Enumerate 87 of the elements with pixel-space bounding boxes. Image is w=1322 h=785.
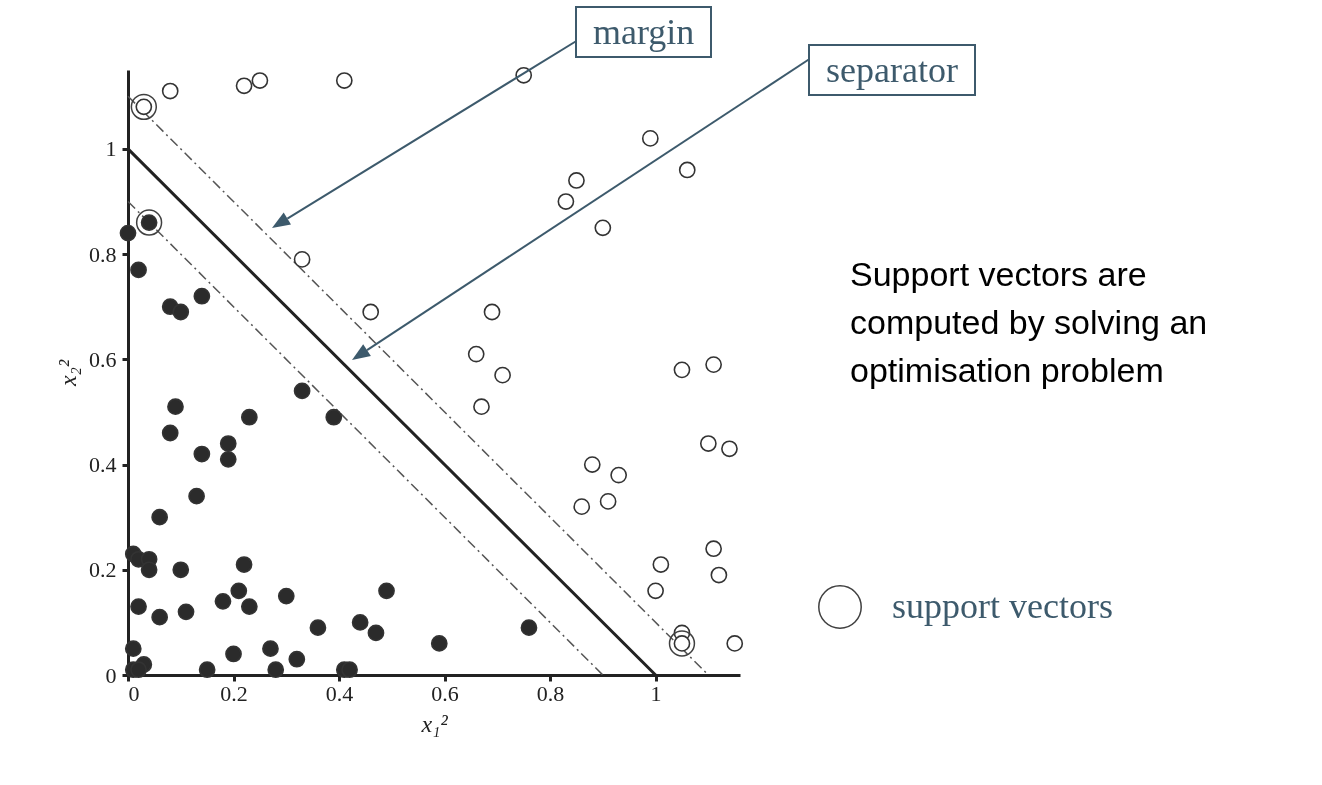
point bbox=[193, 445, 211, 463]
y-axis-title: x₂² bbox=[55, 359, 81, 388]
y-tick-label: 0.2 bbox=[89, 557, 117, 583]
point bbox=[351, 614, 369, 631]
point bbox=[177, 603, 195, 621]
x-tick-label: 0 bbox=[128, 680, 140, 706]
point bbox=[161, 424, 179, 442]
point bbox=[494, 366, 511, 384]
point bbox=[130, 261, 147, 279]
y-tick-label: 0.6 bbox=[89, 346, 117, 372]
point bbox=[583, 456, 601, 473]
point bbox=[647, 582, 664, 600]
point bbox=[288, 650, 306, 668]
point bbox=[378, 582, 395, 600]
point bbox=[267, 661, 285, 679]
point bbox=[262, 640, 279, 658]
y-tick-label: 0.8 bbox=[89, 241, 117, 267]
point bbox=[641, 130, 659, 147]
point bbox=[230, 582, 248, 600]
point bbox=[610, 466, 628, 484]
point bbox=[335, 72, 353, 89]
point bbox=[362, 303, 380, 321]
point bbox=[198, 661, 216, 679]
point bbox=[188, 487, 205, 505]
point bbox=[124, 640, 142, 658]
point bbox=[705, 540, 722, 558]
point bbox=[473, 398, 490, 416]
point bbox=[341, 661, 358, 679]
legend-label: support vectors bbox=[892, 586, 1113, 626]
point bbox=[161, 82, 179, 100]
point bbox=[705, 356, 722, 373]
point bbox=[130, 598, 147, 615]
point bbox=[293, 251, 311, 268]
text: separator bbox=[808, 44, 976, 96]
point bbox=[557, 193, 575, 210]
point bbox=[652, 556, 670, 573]
point bbox=[130, 93, 158, 120]
point bbox=[678, 161, 696, 179]
point bbox=[673, 361, 691, 379]
point bbox=[167, 398, 184, 416]
point bbox=[135, 209, 163, 236]
point bbox=[193, 287, 211, 305]
point bbox=[235, 77, 253, 95]
point bbox=[151, 608, 169, 626]
y-tick-label: 0 bbox=[105, 662, 117, 688]
point bbox=[325, 408, 343, 426]
point bbox=[293, 382, 311, 400]
point bbox=[214, 592, 232, 610]
x-axis-title: x₁² bbox=[420, 710, 449, 737]
x-tick-label: 0.2 bbox=[220, 680, 248, 706]
point bbox=[367, 624, 385, 642]
point bbox=[483, 303, 501, 321]
point bbox=[225, 645, 242, 663]
point bbox=[140, 561, 158, 579]
point bbox=[520, 619, 538, 637]
point bbox=[172, 561, 190, 579]
point bbox=[430, 635, 448, 652]
y-tick-label: 0.4 bbox=[89, 452, 117, 478]
point bbox=[699, 435, 717, 452]
point bbox=[726, 635, 744, 652]
point bbox=[240, 408, 258, 426]
point bbox=[235, 556, 253, 573]
x-tick-label: 0.6 bbox=[431, 680, 459, 706]
x-tick-label: 1 bbox=[650, 680, 662, 706]
point bbox=[172, 303, 190, 321]
text: Support vectors are computed by solving an optimisation problem bbox=[850, 254, 1209, 391]
point bbox=[219, 435, 237, 452]
y-tick-label: 1 bbox=[105, 136, 117, 162]
point bbox=[710, 566, 728, 584]
point bbox=[573, 498, 591, 516]
x-tick-label: 0.8 bbox=[536, 680, 565, 706]
point bbox=[568, 172, 585, 189]
point bbox=[219, 450, 237, 468]
point bbox=[594, 219, 612, 237]
point bbox=[251, 72, 269, 89]
point bbox=[277, 587, 295, 605]
point bbox=[151, 508, 169, 526]
x-tick-label: 0.4 bbox=[325, 680, 354, 706]
point bbox=[668, 630, 696, 657]
point bbox=[309, 619, 327, 637]
point bbox=[240, 598, 258, 615]
point bbox=[130, 661, 147, 679]
point bbox=[119, 224, 137, 242]
point bbox=[721, 440, 738, 458]
text: margin bbox=[575, 6, 713, 58]
point bbox=[599, 493, 617, 510]
point bbox=[467, 345, 485, 363]
